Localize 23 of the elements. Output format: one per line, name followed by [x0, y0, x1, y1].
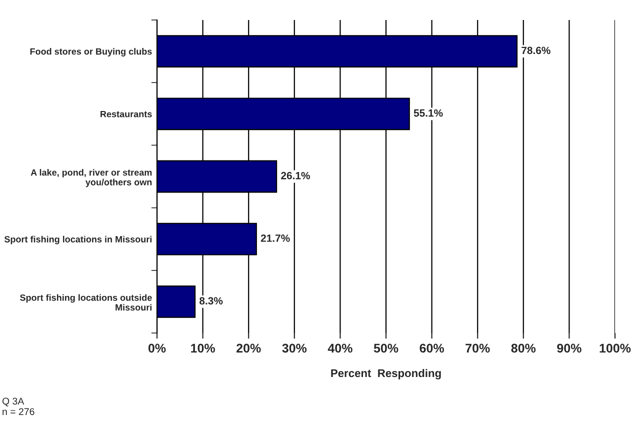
- x-tick-label: 70%: [466, 344, 490, 353]
- data-label: 8.3%: [200, 297, 223, 305]
- data-label: 78.6%: [522, 46, 550, 54]
- x-axis-title: Percent Responding: [331, 368, 441, 380]
- x-tick-label: 50%: [374, 344, 398, 353]
- data-label: 55.1%: [414, 109, 443, 117]
- y-tick-label: Sport fishing locations in Missouri: [4, 236, 152, 244]
- x-tick-label: 60%: [420, 344, 444, 353]
- x-tick-label: 80%: [511, 344, 536, 353]
- y-tick-label: Food stores or Buying clubs: [30, 48, 152, 56]
- x-tick-label: 40%: [328, 344, 352, 353]
- y-tick-label: Sport fishing locations outside Missouri: [20, 294, 152, 311]
- y-tick-label: A lake, pond, river or stream you/others own: [30, 169, 152, 188]
- data-label: 21.7%: [260, 234, 290, 242]
- x-tick-label: 20%: [236, 344, 261, 353]
- x-tick-label: 0%: [148, 344, 166, 353]
- x-tick-label: 90%: [557, 344, 582, 353]
- x-tick-label: 100%: [600, 344, 631, 353]
- text: Q 3A n = 276: [2, 398, 34, 416]
- data-label: 26.1%: [281, 172, 310, 180]
- x-tick-label: 30%: [282, 344, 307, 353]
- x-tick-label: 10%: [191, 344, 215, 353]
- y-tick-label: Restaurants: [100, 110, 152, 118]
